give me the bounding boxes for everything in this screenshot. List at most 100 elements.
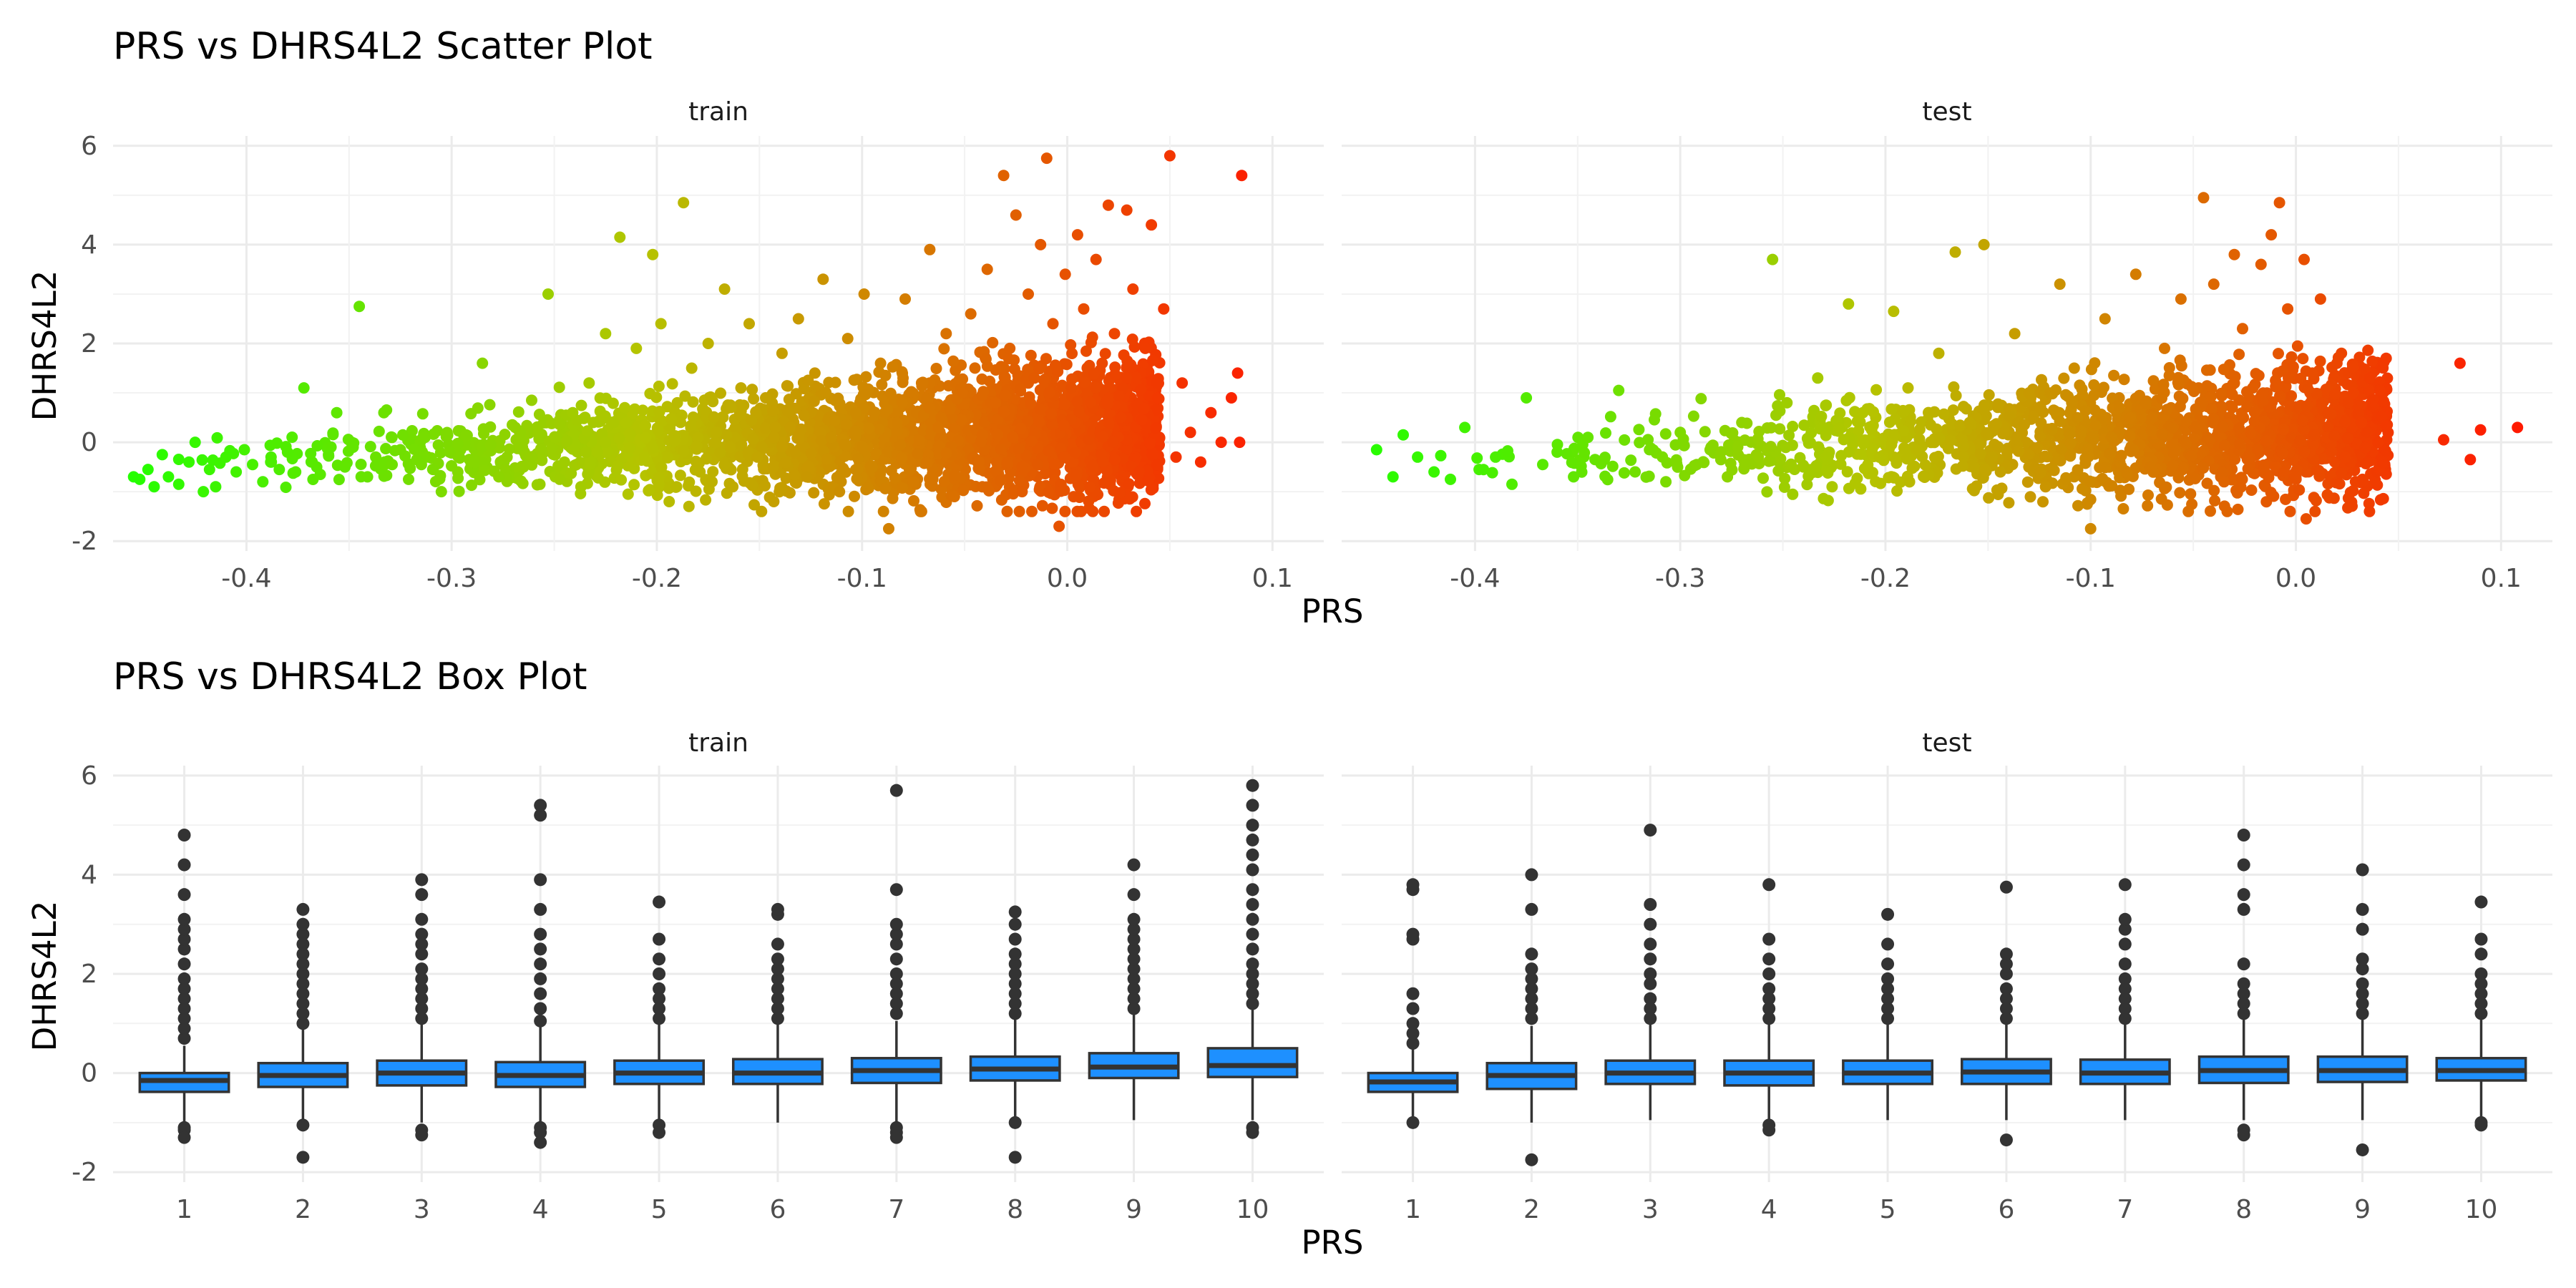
scatter-point bbox=[1801, 479, 1813, 491]
scatter-point bbox=[820, 386, 832, 399]
box-outlier-point bbox=[415, 912, 429, 926]
scatter-point bbox=[1137, 358, 1149, 370]
scatter-point bbox=[1043, 486, 1055, 498]
scatter-point bbox=[759, 479, 771, 492]
scatter-point bbox=[1947, 404, 1959, 416]
scatter-point bbox=[1007, 431, 1019, 444]
scatter-point bbox=[896, 396, 908, 409]
scatter-point bbox=[2068, 362, 2080, 374]
scatter-train-x-tick-label: -0.1 bbox=[837, 564, 887, 593]
scatter-train-x-tick-label: -0.3 bbox=[426, 564, 477, 593]
scatter-point bbox=[2149, 383, 2161, 395]
box-outlier-point bbox=[653, 1012, 666, 1025]
scatter-point bbox=[2363, 372, 2376, 384]
scatter-point bbox=[2207, 278, 2220, 291]
scatter-point bbox=[1822, 467, 1834, 479]
scatter-point bbox=[286, 431, 298, 443]
scatter-point bbox=[2270, 374, 2282, 386]
scatter-point bbox=[1911, 444, 1923, 456]
scatter-point bbox=[2329, 389, 2341, 400]
scatter-point bbox=[2190, 421, 2201, 434]
scatter-point bbox=[802, 460, 814, 472]
scatter-point bbox=[1853, 425, 1865, 436]
scatter-point bbox=[2161, 499, 2173, 511]
scatter-point bbox=[440, 431, 452, 443]
scatter-point bbox=[1136, 414, 1148, 426]
box-train-x-tick-label: 2 bbox=[295, 1195, 311, 1224]
scatter-point bbox=[1146, 449, 1158, 462]
scatter-point bbox=[1778, 481, 1790, 493]
scatter-point bbox=[1445, 473, 1456, 485]
box-outlier-point bbox=[534, 987, 547, 1000]
scatter-point bbox=[725, 401, 737, 414]
scatter-point bbox=[1065, 382, 1078, 394]
scatter-point bbox=[877, 505, 889, 517]
scatter-point bbox=[281, 446, 293, 458]
box-train-y-tick-label: 4 bbox=[81, 860, 97, 889]
box-outlier-point bbox=[1127, 982, 1141, 995]
scatter-point bbox=[876, 379, 888, 391]
scatter-point bbox=[841, 419, 852, 430]
box-outlier-point bbox=[177, 972, 191, 985]
scatter-point bbox=[1506, 478, 1518, 490]
box-outlier-point bbox=[2237, 957, 2250, 971]
scatter-point bbox=[156, 449, 168, 461]
box-outlier-point bbox=[1999, 967, 2013, 980]
box-body bbox=[1206, 1047, 1299, 1078]
scatter-point bbox=[2088, 379, 2100, 391]
box-outlier-point bbox=[1525, 1153, 1538, 1166]
scatter-point bbox=[230, 466, 243, 478]
scatter-point bbox=[1102, 398, 1113, 410]
scatter-point bbox=[2089, 357, 2101, 369]
scatter-point bbox=[197, 486, 210, 498]
scatter-point bbox=[2309, 505, 2321, 517]
scatter-point bbox=[1998, 426, 2010, 439]
scatter-point bbox=[2242, 463, 2254, 475]
box-outlier-point bbox=[1999, 1133, 2013, 1147]
scatter-point bbox=[751, 451, 763, 463]
scatter-point bbox=[162, 471, 175, 483]
scatter-point bbox=[1797, 461, 1810, 473]
scatter-point bbox=[1933, 347, 1945, 359]
box-outlier-point bbox=[1127, 888, 1141, 902]
box-outlier-point bbox=[296, 937, 310, 951]
box-outlier-point bbox=[1999, 957, 2013, 971]
box-outlier-point bbox=[1127, 932, 1141, 946]
scatter-point bbox=[2196, 397, 2208, 409]
scatter-point bbox=[1948, 381, 1960, 393]
box-outlier-point bbox=[296, 987, 310, 1000]
scatter-point bbox=[915, 377, 927, 389]
scatter-point bbox=[2034, 467, 2046, 479]
scatter-point bbox=[2121, 467, 2133, 479]
scatter-point bbox=[465, 408, 477, 420]
scatter-point bbox=[768, 431, 780, 444]
scatter-point bbox=[435, 486, 447, 498]
box-outlier-point bbox=[296, 977, 310, 990]
box-outlier-point bbox=[653, 952, 666, 966]
box-outlier-point bbox=[177, 942, 191, 956]
scatter-point bbox=[1933, 432, 1946, 444]
scatter-point bbox=[708, 411, 720, 423]
box-outlier-point bbox=[534, 1136, 547, 1149]
scatter-point bbox=[1031, 458, 1043, 470]
box-train-decile-10 bbox=[1206, 779, 1299, 1139]
scatter-point bbox=[1822, 494, 1834, 507]
scatter-point bbox=[678, 197, 690, 209]
scatter-point bbox=[1826, 481, 1838, 493]
scatter-point bbox=[2229, 453, 2241, 465]
scatter-point bbox=[2302, 383, 2314, 395]
box-test-decile-8 bbox=[2197, 829, 2290, 1142]
scatter-point bbox=[2358, 487, 2370, 499]
box-outlier-point bbox=[177, 888, 191, 902]
box-outlier-point bbox=[1008, 997, 1022, 1010]
scatter-point bbox=[1397, 429, 1409, 441]
scatter-point bbox=[1060, 358, 1073, 371]
scatter-point bbox=[938, 343, 950, 355]
box-outlier-point bbox=[2237, 987, 2250, 1000]
scatter-point bbox=[1170, 451, 1182, 463]
box-outlier-point bbox=[1644, 967, 1657, 980]
scatter-point bbox=[1049, 359, 1061, 371]
scatter-point bbox=[702, 338, 714, 349]
scatter-point bbox=[1215, 436, 1227, 449]
